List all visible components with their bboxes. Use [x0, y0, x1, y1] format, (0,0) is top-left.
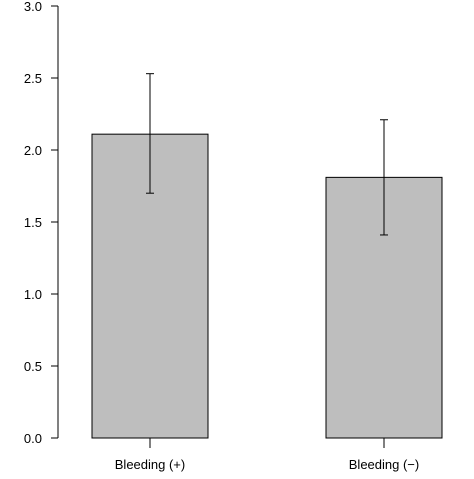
x-axis: Bleeding (+) Bleeding (−)	[115, 438, 419, 472]
y-tick-label: 1.0	[24, 287, 42, 302]
y-axis: 0.0 0.5 1.0 1.5 2.0 2.5 3.0	[24, 0, 59, 446]
bars	[91, 133, 443, 439]
y-tick-label: 2.5	[24, 71, 42, 86]
error-bars	[146, 73, 388, 236]
x-tick-label: Bleeding (+)	[115, 457, 185, 472]
y-tick-label: 0.0	[24, 431, 42, 446]
y-tick-label: 2.0	[24, 143, 42, 158]
y-tick-label: 0.5	[24, 359, 42, 374]
x-tick-label: Bleeding (−)	[349, 457, 419, 472]
y-tick-label: 1.5	[24, 215, 42, 230]
y-tick-label: 3.0	[24, 0, 42, 14]
